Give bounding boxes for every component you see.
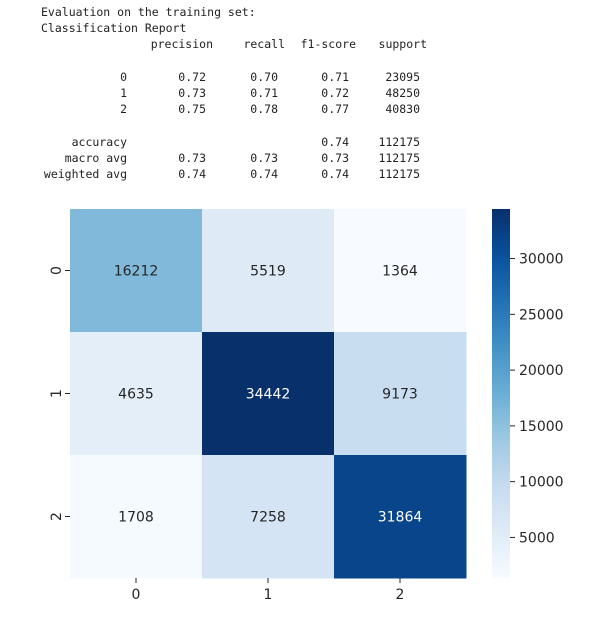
precision-value: 0.75 <box>178 102 206 117</box>
y-tick-label: 1 <box>49 389 65 398</box>
support-value: 112175 <box>378 166 420 181</box>
report-class-row: 2 0.75 0.78 0.77 40830 <box>41 101 420 117</box>
heatmap-cell <box>70 455 203 579</box>
row-label: accuracy <box>71 134 127 149</box>
cell-annotation: 7258 <box>250 510 286 526</box>
row-label: macro avg <box>64 150 127 165</box>
support-value: 112175 <box>378 150 420 165</box>
colorbar-tick-label: 25000 <box>519 307 564 323</box>
cell-annotation: 1708 <box>118 510 154 526</box>
colorbar-tick-label: 10000 <box>519 475 564 491</box>
colorbar-tick-label: 5000 <box>519 530 555 546</box>
f1-value: 0.71 <box>321 69 349 84</box>
colorbar-tick-label: 15000 <box>519 419 564 435</box>
heatmap-cell <box>334 209 467 333</box>
header-recall: recall <box>243 37 285 52</box>
support-value: 48250 <box>385 85 420 100</box>
heatmap-cell <box>70 209 203 333</box>
f1-value: 0.72 <box>321 85 349 100</box>
f1-value: 0.74 <box>321 166 349 181</box>
y-tick-label: 0 <box>49 266 65 275</box>
f1-value: 0.73 <box>321 150 349 165</box>
report-class-row: 1 0.73 0.71 0.72 48250 <box>41 85 420 101</box>
heatmap-axes: 0 1 2 0 1 2 <box>49 266 404 603</box>
row-label: 2 <box>120 102 127 117</box>
precision-value: 0.72 <box>178 69 206 84</box>
recall-value: 0.78 <box>250 102 278 117</box>
support-value: 112175 <box>378 134 420 149</box>
support-value: 40830 <box>385 102 420 117</box>
report-summary-row: macro avg 0.73 0.73 0.73 112175 <box>41 150 420 166</box>
recall-value: 0.74 <box>250 166 278 181</box>
heatmap-cell <box>202 332 335 456</box>
report-class-row: 0 0.72 0.70 0.71 23095 <box>41 69 420 85</box>
colorbar-gradient <box>492 209 510 578</box>
precision-value: 0.73 <box>178 85 206 100</box>
precision-value: 0.73 <box>178 150 206 165</box>
report-header-row: precision recall f1-score support <box>41 36 427 52</box>
colorbar: 5000 10000 15000 20000 25000 30000 <box>492 209 564 578</box>
heatmap-cell <box>334 455 467 579</box>
header-support: support <box>378 37 427 52</box>
header-f1-score: f1-score <box>300 37 356 52</box>
recall-value: 0.71 <box>250 85 278 100</box>
heatmap-cell <box>202 455 335 579</box>
f1-value: 0.74 <box>321 134 349 149</box>
support-value: 23095 <box>385 69 420 84</box>
y-tick-label: 2 <box>49 512 65 521</box>
x-tick-label: 1 <box>264 587 273 603</box>
report-subtitle: Classification Report <box>41 21 187 36</box>
row-label: 0 <box>120 69 127 84</box>
recall-value: 0.73 <box>250 150 278 165</box>
heatmap-cells <box>70 209 467 579</box>
f1-value: 0.77 <box>321 102 349 117</box>
colorbar-tick-label: 20000 <box>519 363 564 379</box>
heatmap-cell <box>70 332 203 456</box>
heatmap-cell <box>202 209 335 333</box>
report-summary-row: accuracy 0.74 112175 <box>41 134 420 150</box>
row-label: weighted avg <box>43 166 127 181</box>
heatmap-cell <box>334 332 467 456</box>
row-label: 1 <box>120 85 127 100</box>
classification-report: Evaluation on the training set: Classifi… <box>41 4 427 182</box>
cell-annotation: 31864 <box>378 510 423 526</box>
cell-annotation: 34442 <box>246 387 291 403</box>
report-summary-row: weighted avg 0.74 0.74 0.74 112175 <box>41 166 420 182</box>
cell-annotation: 16212 <box>114 264 159 280</box>
precision-value: 0.74 <box>178 166 206 181</box>
cell-annotation: 9173 <box>382 387 418 403</box>
cell-annotation: 5519 <box>250 264 286 280</box>
cell-annotation: 1364 <box>382 264 418 280</box>
header-precision: precision <box>150 37 213 52</box>
colorbar-tick-label: 30000 <box>519 252 564 268</box>
x-tick-label: 0 <box>132 587 141 603</box>
recall-value: 0.70 <box>250 69 278 84</box>
report-title: Evaluation on the training set: <box>41 5 256 19</box>
heatmap-annotations: 16212 5519 1364 4635 34442 9173 1708 7258 31864 <box>114 264 423 526</box>
cell-annotation: 4635 <box>118 387 154 403</box>
x-tick-label: 2 <box>396 587 405 603</box>
